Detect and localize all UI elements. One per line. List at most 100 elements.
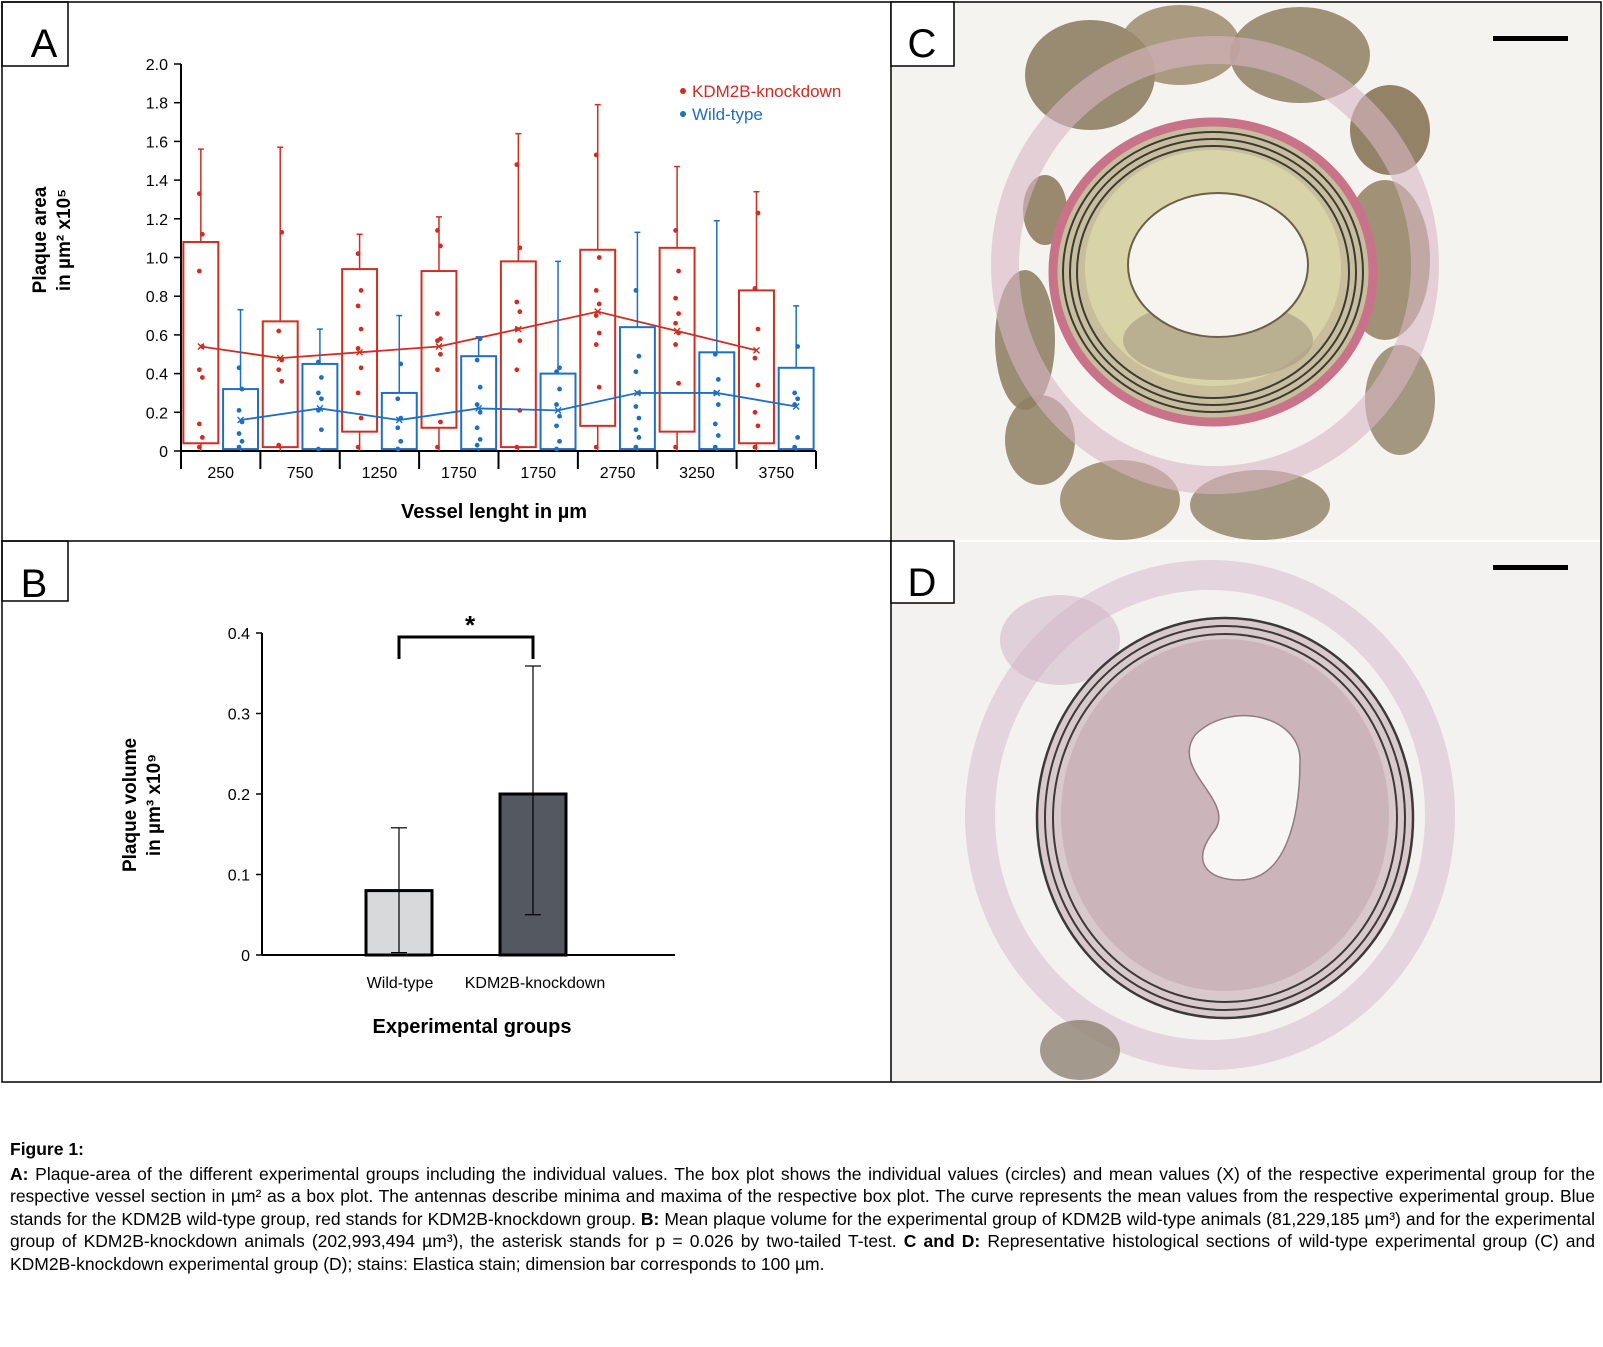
data-point	[752, 355, 758, 361]
legend-knockdown-marker	[680, 88, 686, 94]
data-point	[636, 415, 642, 421]
data-point	[395, 396, 401, 402]
scale-bar-c	[1493, 36, 1568, 41]
figure-caption: Figure 1: A: Plaque-area of the differen…	[10, 1138, 1595, 1275]
data-point	[593, 444, 599, 450]
connective-tissue	[1000, 595, 1120, 685]
box	[420, 270, 458, 429]
mean-marker	[237, 416, 245, 424]
data-point	[279, 378, 285, 384]
scale-bar-d	[1493, 565, 1568, 570]
data-point	[596, 301, 602, 307]
data-point	[196, 444, 202, 450]
mean-curve	[240, 392, 797, 421]
data-point	[358, 365, 364, 371]
data-point	[279, 229, 285, 235]
data-point	[438, 243, 443, 249]
y-tick-label: 0.2	[146, 405, 168, 422]
data-point	[633, 427, 639, 433]
panel-b-ylabel-line2: in µm³ x10⁹	[144, 754, 165, 856]
caption-b-label: B:	[640, 1208, 660, 1229]
caption-cd-label: C and D:	[903, 1231, 981, 1251]
data-point	[554, 446, 559, 452]
data-point	[792, 444, 798, 450]
mean-marker	[594, 308, 602, 316]
panel-a-ylabel-line1: Plaque area	[30, 186, 51, 293]
x-tick-label: 3750	[759, 465, 795, 482]
panel-c-histology-wildtype: C	[890, 1, 1600, 540]
data-point	[755, 326, 761, 332]
data-point	[474, 357, 480, 363]
data-point	[319, 427, 324, 433]
panel-a-ylabel-line2: in µm² x10⁵	[54, 189, 75, 291]
data-point	[316, 446, 321, 452]
vessel-media	[1048, 117, 1378, 427]
panel-b-ylabel-line1: Plaque volume	[120, 738, 141, 872]
caption-b-text: Mean plaque volume for the experimental …	[10, 1208, 1596, 1252]
data-point	[236, 431, 242, 436]
x-tick-label: 1250	[362, 465, 398, 482]
box	[499, 260, 537, 449]
x-tick-label: KDM2B-knockdown	[465, 975, 606, 992]
box	[182, 241, 220, 445]
data-point	[596, 255, 602, 260]
data-point	[514, 444, 520, 450]
panel-a: A Plaque area in µm² x10⁵ Vessel lenght …	[1, 1, 841, 523]
data-point	[554, 402, 559, 407]
y-tick-label: 0	[241, 948, 250, 965]
data-point	[795, 344, 801, 349]
box	[738, 289, 775, 445]
panel-b-marks	[364, 635, 568, 957]
tissue-blob	[1040, 1020, 1120, 1080]
data-point	[557, 386, 562, 392]
data-point	[676, 268, 681, 274]
data-point	[358, 326, 364, 332]
vessel-lumen	[1127, 192, 1309, 338]
x-tick-label: 2750	[600, 465, 636, 482]
mean-marker	[554, 406, 562, 414]
y-tick-label: 1.2	[146, 212, 168, 229]
data-point	[557, 365, 562, 371]
mean-marker	[316, 404, 324, 412]
data-point	[596, 330, 602, 336]
x-tick-label: 250	[207, 465, 234, 482]
data-point	[517, 309, 523, 315]
caption-a-text: Plaque-area of the different experimenta…	[10, 1163, 1595, 1229]
data-point	[676, 311, 681, 317]
data-point	[199, 231, 205, 237]
data-point	[715, 433, 721, 438]
mean-marker	[673, 327, 681, 335]
connective-tissue	[965, 560, 1455, 1070]
data-point	[673, 342, 678, 347]
data-point	[319, 375, 324, 380]
panel-b-xlabel: Experimental groups	[373, 1016, 572, 1038]
elastic-lamina	[1035, 616, 1415, 1020]
data-point	[355, 251, 361, 257]
mean-marker	[514, 325, 522, 333]
data-point	[795, 435, 801, 440]
y-tick-label: 0.6	[146, 328, 168, 345]
data-point	[673, 320, 678, 326]
data-point	[196, 421, 202, 427]
y-tick-label: 0.4	[146, 367, 168, 384]
x-tick-label: 1750	[441, 465, 477, 482]
data-point	[355, 444, 361, 450]
histology-image-c	[892, 3, 1600, 540]
data-point	[276, 367, 282, 373]
data-point	[355, 390, 361, 396]
panel-a-axes: 0 0.2 0.4 0.6 0.8 1.0 1.2 1.4 1.6 1.8 2.0 250 750 125…	[146, 57, 817, 482]
y-tick-label: 1.0	[146, 251, 168, 268]
panel-a-xlabel: Vessel lenght in µm	[401, 501, 587, 523]
y-tick-label: 0.1	[228, 868, 250, 885]
data-point	[554, 369, 559, 375]
connective-tissue	[991, 36, 1439, 494]
data-point	[633, 287, 639, 293]
mean-marker	[475, 404, 483, 412]
box	[341, 268, 379, 433]
data-point	[792, 390, 798, 396]
panel-a-legend: KDM2B-knockdown Wild-type	[680, 82, 841, 124]
box	[658, 246, 696, 433]
vessel-lumen	[1188, 714, 1301, 881]
legend-wildtype: Wild-type	[692, 105, 763, 124]
data-point	[517, 245, 523, 251]
